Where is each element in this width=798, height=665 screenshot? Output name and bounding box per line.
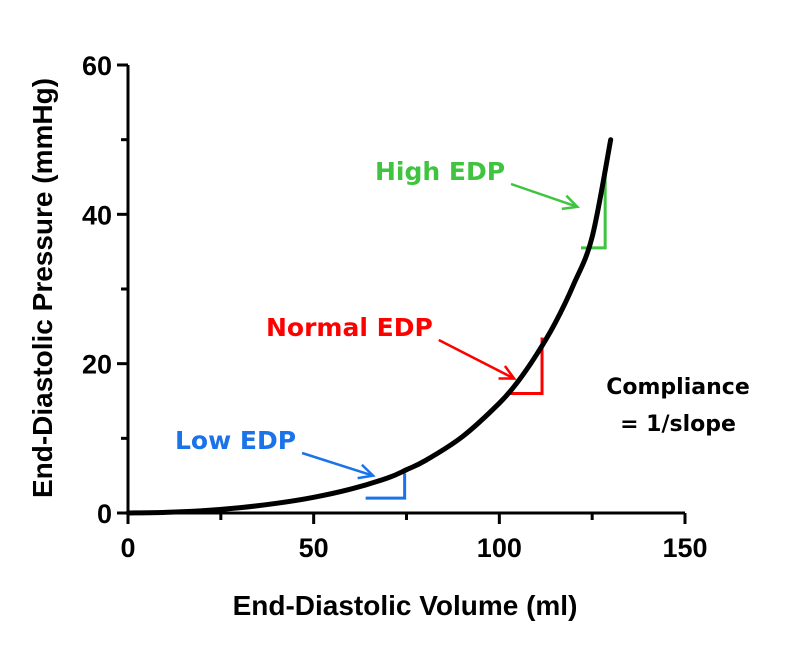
annotation-low-edp: Low EDP [175,426,296,455]
slope-triangle-normal [510,337,544,396]
arrow-head [561,194,580,211]
y-ticks: 0 20 40 60 [82,51,128,529]
y-tick-label: 40 [82,200,112,230]
arrow-shaft [301,451,374,477]
y-tick-label: 0 [97,499,112,529]
x-tick-label: 100 [477,533,522,563]
annotation-normal-edp: Normal EDP [266,313,433,342]
annotation-arrows [301,182,580,480]
compliance-formula: = 1/slope [620,412,736,437]
y-axis-title: End-Diastolic Pressure (mmHg) [27,78,58,498]
arrow-head [498,365,517,380]
annotation-high-edp: High EDP [375,157,505,186]
x-axis-title: End-Diastolic Volume (ml) [233,590,578,621]
edpvr-curve [125,137,614,516]
x-tick-label: 0 [120,533,135,563]
x-tick-label: 150 [662,533,707,563]
y-tick-label: 20 [82,350,112,380]
arrow-shaft [438,338,515,380]
slope-triangle-low [365,473,407,500]
x-ticks: 0 50 100 150 [120,513,708,563]
arrow-shaft [510,182,578,209]
compliance-label: Compliance [606,375,749,400]
arrow-head [357,463,376,480]
x-tick-label: 50 [299,533,329,563]
y-tick-label: 60 [82,51,112,81]
